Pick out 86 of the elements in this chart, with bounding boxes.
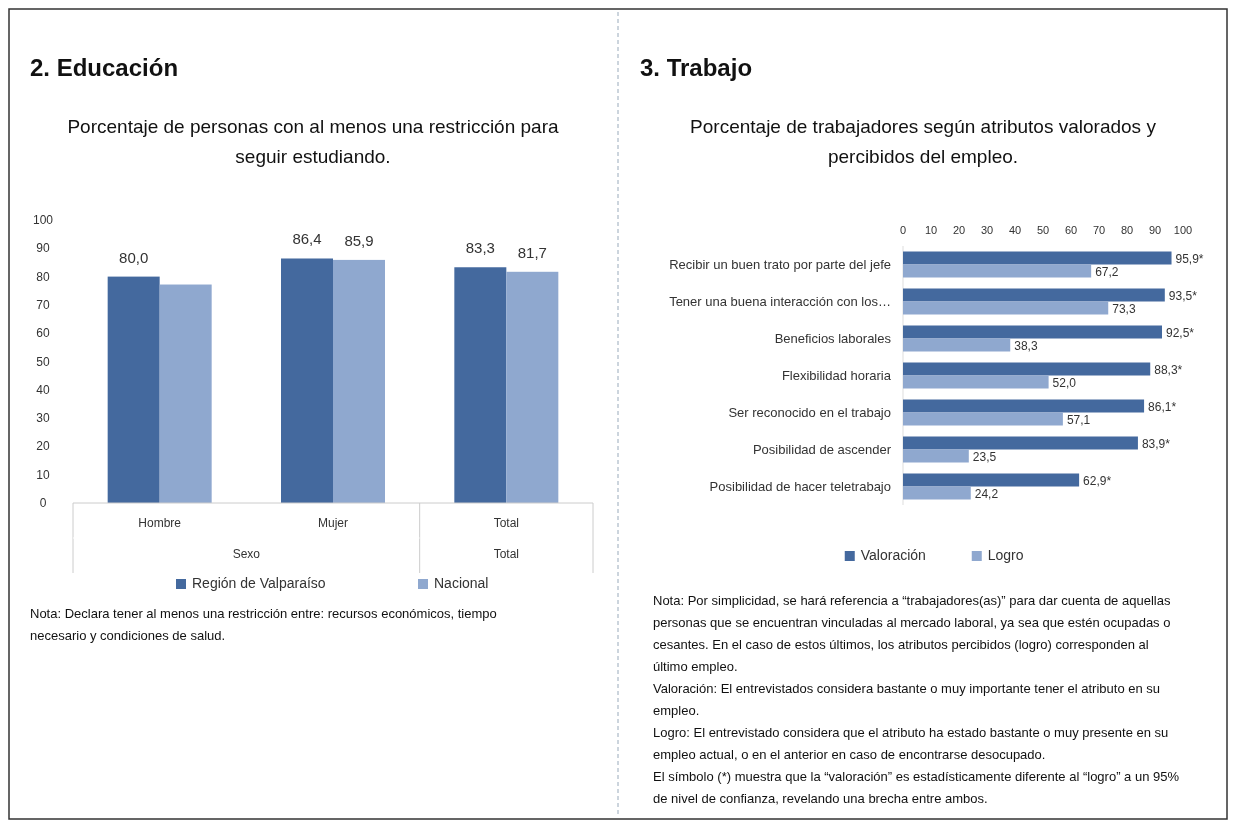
- y-tick-label: 40: [36, 382, 50, 397]
- text: El símbolo (*) muestra que la “valoración” es estadísticamente diferente al “logro” a un 95% de nivel de confianza, revelando una brecha entre ambos.: [653, 769, 1180, 806]
- x-tick-label: Hombre: [138, 516, 182, 530]
- bar: [281, 258, 333, 503]
- data-label: 86,1*: [1148, 399, 1177, 414]
- data-label: 80,0: [119, 248, 149, 266]
- x-tick-label: 50: [1036, 224, 1050, 236]
- text: Valoración: El entrevistados considera bastante o muy importante tener el atributo en su empleo.: [653, 681, 1161, 718]
- data-label: 86,4: [292, 230, 322, 248]
- y-tick-label: Recibir un buen trato por parte del jefe: [669, 256, 891, 272]
- y-tick-label: 60: [36, 326, 50, 341]
- x-tick-label: 0: [899, 224, 907, 236]
- y-tick-label: Ser reconocido en el trabajo: [728, 404, 891, 420]
- bar: [107, 276, 160, 503]
- bar: [903, 251, 1172, 265]
- bar: [903, 399, 1145, 413]
- y-tick-label: Tener una buena interacción con los…: [669, 293, 891, 309]
- data-label: 93,5*: [1168, 288, 1198, 303]
- data-label: 92,5*: [1166, 325, 1195, 340]
- y-tick-label: Posibilidad de ascender: [752, 441, 892, 457]
- data-label: 83,9*: [1141, 436, 1171, 451]
- bar: [903, 375, 1049, 389]
- bar: [903, 473, 1080, 487]
- x-tick-label: 20: [952, 224, 966, 236]
- y-tick-label: 100: [32, 213, 54, 227]
- legend-label: Región de Valparaíso: [192, 575, 326, 591]
- x-tick-label: 10: [924, 224, 938, 236]
- bar: [903, 449, 969, 463]
- x-tick-label: 40: [1008, 224, 1022, 236]
- bar: [333, 259, 385, 503]
- bar: [903, 338, 1011, 352]
- text: Nota: Declara tener al menos una restricción entre: recursos económicos, tiempo necesario y condiciones de salud.: [30, 606, 497, 643]
- data-label: 23,5: [972, 449, 997, 464]
- data-label: 81,7: [517, 243, 547, 261]
- text: Nota: Por simplicidad, se hará referencia a “trabajadores(as)” para dar cuenta de aquellas personas que se encuentran vinculadas al mercado laboral, ya sea que estén ocupadas o cesantes. En el caso de estos últimos, los atributos percibidos (logro) corresponden al último empleo.: [653, 593, 1171, 674]
- data-label: 52,0: [1052, 375, 1077, 390]
- chart-title: 2. Educación: [30, 54, 179, 81]
- y-tick-label: 20: [36, 439, 50, 454]
- x-tick-label: 90: [1148, 224, 1162, 236]
- x-tick-label: 70: [1092, 224, 1106, 236]
- x-tick-label: Total: [493, 516, 520, 530]
- y-tick-label: 50: [36, 354, 50, 369]
- y-tick-label: 0: [39, 496, 47, 510]
- legend-label: Nacional: [434, 575, 489, 591]
- x-tick-label: 80: [1120, 224, 1134, 236]
- data-label: 83,3: [465, 239, 495, 257]
- text: Total: [493, 547, 520, 561]
- data-label: 85,9: [344, 231, 374, 249]
- bar: [159, 284, 212, 503]
- data-label: 57,1: [1066, 412, 1091, 427]
- bar: [903, 301, 1109, 315]
- bar: [903, 486, 971, 500]
- y-tick-label: 10: [36, 467, 50, 482]
- chart-subtitle: Porcentaje de personas con al menos una restricción para seguir estudiando.: [67, 116, 559, 167]
- bar: [506, 271, 559, 503]
- bar: [903, 325, 1162, 339]
- data-label: 67,2: [1095, 264, 1119, 279]
- bar: [903, 412, 1063, 426]
- data-label: 38,3: [1014, 338, 1038, 353]
- y-tick-label: 70: [36, 297, 50, 312]
- y-tick-label: Flexibilidad horaria: [781, 367, 892, 383]
- x-tick-label: Mujer: [317, 516, 349, 530]
- y-tick-label: 90: [36, 241, 50, 256]
- data-label: 24,2: [974, 486, 999, 501]
- text: Logro: El entrevistado considera que el atributo ha estado bastante o muy presente en su empleo actual, o en el anterior en caso de encontrarse desocupado.: [653, 725, 1169, 762]
- data-label: 95,9*: [1175, 251, 1204, 266]
- y-tick-label: Posibilidad de hacer teletrabajo: [709, 478, 891, 494]
- bar: [454, 267, 507, 503]
- legend-label: Logro: [987, 547, 1024, 563]
- text: Sexo: [232, 547, 261, 561]
- y-tick-label: 30: [36, 411, 50, 426]
- x-tick-label: 60: [1064, 224, 1078, 236]
- bar: [903, 288, 1165, 302]
- data-label: 62,9*: [1083, 473, 1112, 488]
- bar: [903, 264, 1092, 278]
- x-tick-label: 30: [980, 224, 994, 236]
- bar: [903, 436, 1138, 450]
- y-tick-label: 80: [36, 269, 50, 284]
- text: 3. Trabajo: [640, 54, 753, 81]
- x-tick-label: 100: [1173, 224, 1193, 236]
- y-tick-label: Beneficios laborales: [774, 330, 892, 346]
- data-label: 88,3*: [1154, 362, 1183, 377]
- legend-label: Valoración: [860, 547, 926, 563]
- chart-subtitle: Porcentaje de trabajadores según atributos valorados y percibidos del empleo.: [690, 116, 1157, 167]
- bar: [903, 362, 1151, 376]
- data-label: 73,3: [1112, 301, 1136, 316]
